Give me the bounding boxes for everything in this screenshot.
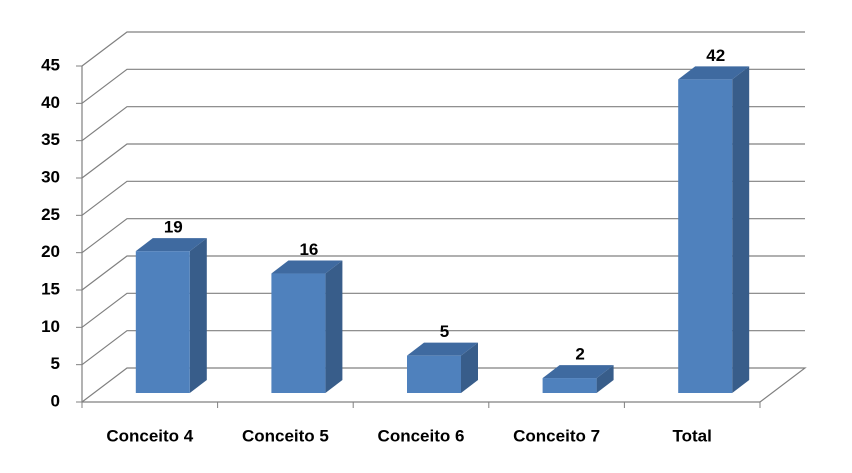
grid-line	[81, 180, 805, 216]
bar-top	[678, 66, 750, 80]
bar-top	[135, 238, 207, 252]
y-tick-label: 25	[41, 205, 60, 224]
grid-line	[81, 292, 805, 328]
bar	[542, 378, 597, 393]
data-label: 16	[299, 240, 318, 259]
x-tick-label: Conceito 6	[378, 426, 465, 445]
x-tick-label: Conceito 4	[106, 426, 193, 445]
data-label: 42	[706, 46, 725, 65]
bar-side	[596, 365, 614, 393]
bar-top	[271, 260, 343, 274]
bar	[135, 251, 190, 393]
y-tick-label: 40	[41, 93, 60, 112]
bar-side	[189, 238, 207, 393]
y-tick-label: 5	[51, 354, 60, 373]
bar-top	[542, 365, 614, 379]
y-tick-label: 0	[51, 391, 60, 410]
bar	[407, 355, 461, 393]
y-tick-label: 30	[41, 167, 60, 186]
bar-top	[407, 342, 478, 356]
x-tick-label: Conceito 5	[242, 426, 329, 445]
grid-line	[81, 143, 805, 179]
data-label: 5	[440, 322, 449, 341]
bar-side	[325, 260, 343, 393]
grid-line	[81, 255, 805, 291]
data-label: 2	[575, 345, 584, 364]
x-tick-label: Conceito 7	[513, 426, 600, 445]
grid-line	[81, 218, 805, 254]
grid-line	[81, 68, 805, 104]
data-label: 19	[164, 218, 183, 237]
bar-side	[732, 66, 750, 394]
bar-side	[461, 342, 478, 393]
y-tick-label: 45	[41, 55, 60, 74]
y-tick-label: 10	[41, 317, 60, 336]
grid-line	[81, 330, 805, 366]
grid-line	[81, 106, 805, 142]
y-tick-label: 15	[41, 279, 60, 298]
x-tick-label: Total	[673, 426, 712, 445]
grid-line	[81, 31, 805, 67]
bar	[271, 273, 326, 393]
bar	[678, 79, 733, 394]
y-tick-label: 20	[41, 242, 60, 261]
y-tick-label: 35	[41, 130, 60, 149]
